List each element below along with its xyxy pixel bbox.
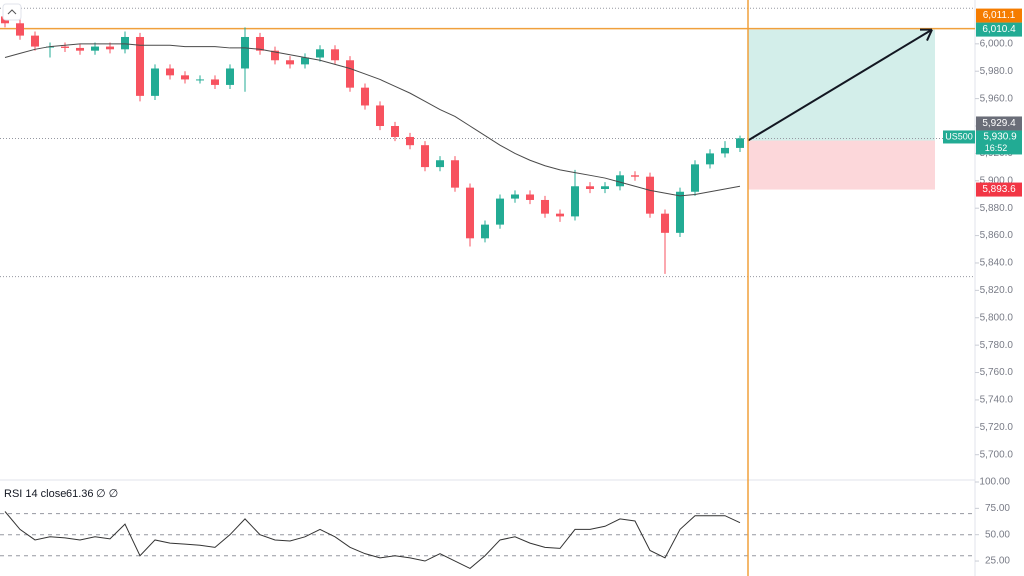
candle-body <box>241 36 249 69</box>
y-tick-label: 5,820.0 <box>980 285 1014 296</box>
candle-body <box>376 105 384 127</box>
candle-body <box>661 213 669 233</box>
candle-body <box>286 60 294 65</box>
candle-body <box>301 57 309 65</box>
y-tick-label: 5,720.0 <box>980 422 1014 433</box>
candle-body <box>406 136 414 146</box>
collapse-button[interactable] <box>2 3 22 21</box>
y-tick-label: 5,900.0 <box>980 175 1014 186</box>
price-tag <box>976 182 1022 197</box>
candle-body <box>211 79 219 85</box>
candle-body <box>196 79 204 81</box>
candle-body <box>706 153 714 165</box>
price-tag <box>976 8 1022 23</box>
candle-body <box>616 175 624 187</box>
candle-body <box>496 198 504 225</box>
y-tick-label: 5,980.0 <box>980 66 1014 77</box>
candle-body <box>631 175 639 177</box>
candle-body <box>181 75 189 80</box>
candle-body <box>226 68 234 85</box>
candle-body <box>541 199 549 214</box>
rsi-icons: ∅ ∅ <box>96 488 118 500</box>
candle-body <box>436 160 444 168</box>
symbol-label: US500 <box>945 131 973 141</box>
candle-body <box>511 194 519 199</box>
price-tag-label: 5,930.9 <box>983 132 1017 143</box>
candle-body <box>676 191 684 233</box>
y-tick-label: 5,880.0 <box>980 203 1014 214</box>
price-tag-label: 5,929.4 <box>982 118 1016 129</box>
candle-body <box>106 46 114 50</box>
price-tag-label: 5,893.6 <box>982 184 1016 195</box>
candle-body <box>76 47 84 51</box>
candle-body <box>331 49 339 61</box>
candle-body <box>466 187 474 239</box>
candle-body <box>556 213 564 217</box>
countdown-label: 16:52 <box>985 143 1008 153</box>
moving-average <box>4 43 741 197</box>
candle-body <box>61 46 69 48</box>
price-tag-label: 6,010.4 <box>982 24 1016 35</box>
plot: 6,000.05,980.05,960.05,940.05,920.05,900… <box>0 7 1022 570</box>
candle-body <box>31 35 39 47</box>
candle-body <box>736 138 744 148</box>
candle-body <box>646 176 654 214</box>
y-tick-label: 5,840.0 <box>980 258 1014 269</box>
candle-body <box>421 145 429 168</box>
rsi-title: RSI 14 close <box>4 488 66 500</box>
candle-body <box>526 194 534 200</box>
candle-body <box>121 36 129 50</box>
candle-body <box>586 186 594 190</box>
candle-body <box>691 164 699 192</box>
y-tick-label: 100.00 <box>979 477 1010 488</box>
candle-body <box>136 36 144 96</box>
candle-body <box>721 147 729 154</box>
candle-body <box>271 50 279 61</box>
price-tag-label: 6,011.1 <box>983 10 1016 21</box>
y-tick-label: 5,740.0 <box>980 395 1014 406</box>
candle-body <box>481 224 489 239</box>
y-tick-label: 5,800.0 <box>980 312 1014 323</box>
candle-body <box>601 186 609 190</box>
price-tag <box>976 130 1022 155</box>
rsi-value: 61.36 <box>66 488 94 500</box>
y-tick-label: 50.00 <box>985 529 1010 540</box>
y-tick-label: 6,000.0 <box>980 38 1014 49</box>
collapse-icon <box>7 9 17 15</box>
arrow-head <box>920 28 933 41</box>
y-tick-label: 75.00 <box>985 503 1010 514</box>
candle-body <box>571 186 579 217</box>
y-tick-label: 25.00 <box>985 556 1010 567</box>
candle-body <box>346 60 354 88</box>
y-tick-label: 5,780.0 <box>980 340 1014 351</box>
candle-body <box>151 68 159 96</box>
rsi-line <box>4 511 741 570</box>
candle-body <box>16 23 24 36</box>
price-tag <box>976 116 1022 131</box>
y-tick-label: 5,860.0 <box>980 230 1014 241</box>
candle-body <box>256 36 264 51</box>
target-arrow <box>747 28 933 142</box>
loss-zone <box>748 140 935 190</box>
candle-body <box>391 126 399 137</box>
candle-body <box>361 87 369 106</box>
y-tick-label: 5,960.0 <box>980 93 1014 104</box>
candle-body <box>316 49 324 58</box>
y-tick-label: 5,700.0 <box>980 449 1014 460</box>
symbol-tag <box>943 130 975 144</box>
y-tick-label: 5,760.0 <box>980 367 1014 378</box>
candle-body <box>91 46 99 51</box>
candle-body <box>451 160 459 188</box>
candle-body <box>166 68 174 76</box>
price-tag <box>976 22 1022 37</box>
